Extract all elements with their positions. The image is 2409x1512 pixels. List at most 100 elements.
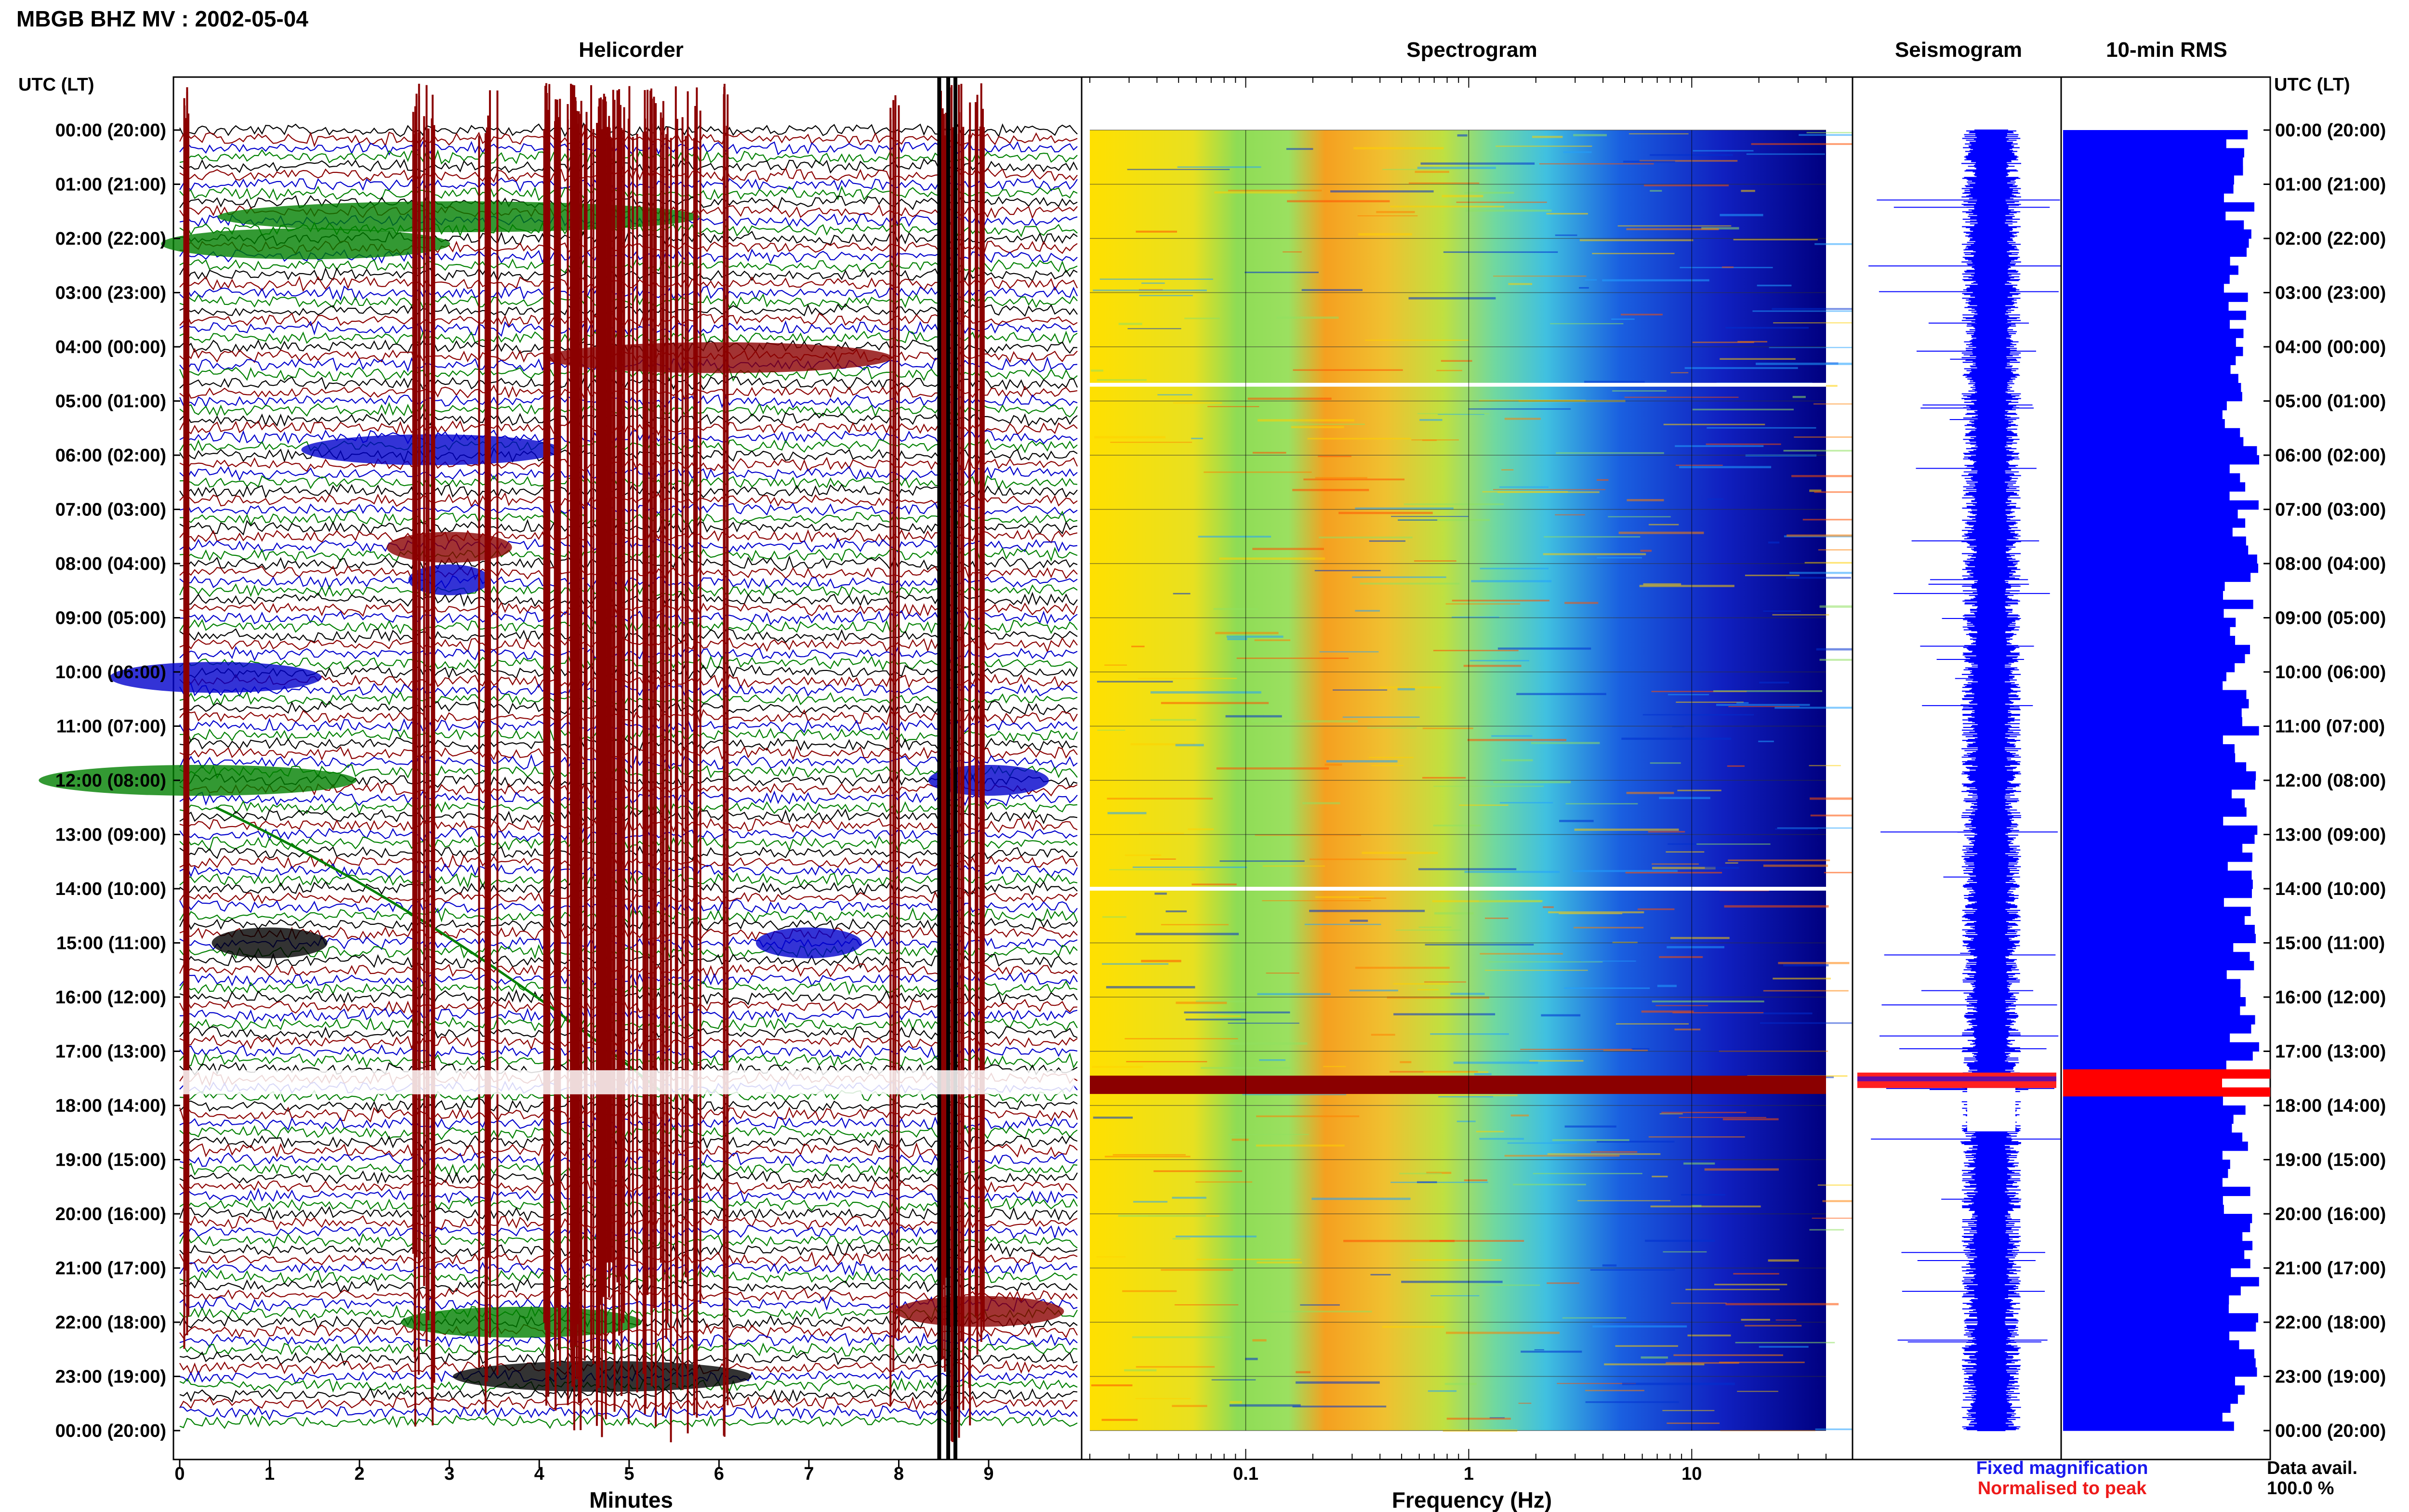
spectrogram-texture (1707, 498, 1723, 500)
helicorder-event (895, 1296, 1064, 1327)
rms-bar (2063, 1268, 2231, 1277)
spectrogram-texture (1544, 536, 1641, 538)
time-tick-label: 05:00 (01:00) (2275, 392, 2386, 412)
spectrogram-texture (1463, 665, 1522, 667)
spectrogram-texture (1621, 737, 1732, 740)
spectrogram-texture (1422, 727, 1473, 729)
time-tick-label: 01:00 (21:00) (55, 175, 166, 195)
spectrogram-texture (1471, 580, 1552, 582)
spectrogram-texture (1806, 131, 1861, 133)
spectrogram-texture (1211, 1379, 1256, 1381)
spectrogram-texture (1157, 394, 1192, 395)
rms-bar (2063, 455, 2259, 465)
rms-bar (2063, 527, 2233, 537)
seismogram-title: Seismogram (1895, 38, 2022, 62)
time-tick-label: 02:00 (22:00) (55, 229, 166, 249)
rms-bar (2063, 1205, 2224, 1214)
rms-bar (2063, 1412, 2223, 1422)
spectrogram-texture (1650, 762, 1681, 764)
spectrogram-texture (1420, 162, 1535, 165)
rms-bar (2063, 1223, 2250, 1233)
rms-bar (2063, 319, 2230, 329)
spectrogram-texture (1433, 786, 1544, 787)
rms-bar (2063, 644, 2250, 655)
spectrogram-texture (1504, 418, 1541, 420)
spectrogram-texture (1252, 1339, 1267, 1341)
spectrogram-texture (1539, 163, 1654, 165)
spectrogram-texture (1768, 1259, 1799, 1262)
spectrogram-texture (1550, 323, 1624, 325)
spectrogram-texture (1562, 1317, 1627, 1319)
rms-bar (2063, 1105, 2246, 1115)
spectrogram-texture (1637, 908, 1675, 910)
rms-bar (2063, 428, 2240, 438)
frequency-tick-label: 0.1 (1233, 1464, 1258, 1484)
spectrogram-texture (1774, 707, 1890, 709)
spectrogram-texture (1436, 369, 1462, 371)
time-tick-label: 23:00 (19:00) (55, 1367, 166, 1387)
spectrogram-texture (1705, 867, 1739, 869)
rms-bar (2063, 608, 2224, 618)
spectrogram-texture (1150, 691, 1261, 694)
spectrogram-texture (1139, 832, 1184, 835)
spectrogram-texture (1641, 1356, 1668, 1359)
rms-bar (2063, 545, 2249, 555)
rms-bar (2063, 130, 2248, 140)
spectrogram-texture (1408, 182, 1480, 184)
spectrogram-texture (1107, 798, 1213, 800)
spectrogram-texture (1291, 426, 1344, 428)
spectrogram-event (1090, 1076, 1826, 1094)
spectrogram-texture (1763, 990, 1849, 992)
spectrogram-texture (1257, 419, 1354, 422)
rms-bar (2063, 1024, 2251, 1034)
spectrogram-texture (1453, 1061, 1538, 1064)
spectrogram-texture (1196, 1000, 1247, 1003)
spectrogram-texture (1474, 1073, 1492, 1076)
spectrogram-texture (1552, 1139, 1629, 1141)
time-tick-label: 12:00 (08:00) (55, 771, 166, 791)
minutes-axis-label: Minutes (589, 1487, 673, 1512)
rms-bar (2063, 1142, 2248, 1151)
spectrogram-texture (1687, 1334, 1731, 1337)
spectrogram-texture (1679, 466, 1772, 469)
spectrogram-texture (1493, 781, 1571, 784)
spectrogram-texture (1676, 464, 1723, 466)
spectrogram-texture (1443, 251, 1558, 253)
time-tick-label: 15:00 (11:00) (56, 933, 166, 954)
spectrogram-texture (1333, 689, 1388, 691)
spectrogram-texture (1184, 1011, 1290, 1013)
spectrogram-texture (1484, 918, 1509, 919)
spectrogram-texture (1136, 230, 1177, 233)
spectrogram-texture (1173, 592, 1191, 594)
rms-bar (2063, 834, 2255, 844)
spectrogram-texture (1720, 214, 1763, 216)
spectrogram-texture (1534, 1349, 1544, 1351)
spectrogram-texture (1198, 536, 1271, 538)
spectrogram-texture (1092, 1066, 1143, 1068)
spectrogram-texture (1326, 760, 1398, 763)
spectrogram-texture (1746, 153, 1825, 155)
spectrogram-texture (1659, 797, 1710, 799)
spectrogram-texture (1196, 1259, 1301, 1261)
spectrogram-texture (1464, 870, 1560, 873)
spectrogram-texture (1430, 1033, 1509, 1035)
spectrogram-texture (1459, 804, 1509, 806)
rms-bar (2063, 1087, 2270, 1097)
spectrogram-texture (1355, 610, 1380, 612)
spectrogram-texture (1438, 1094, 1518, 1096)
time-tick-label: 17:00 (13:00) (2275, 1042, 2386, 1062)
rms-bar (2063, 374, 2238, 383)
spectrogram-texture (1531, 742, 1600, 744)
time-tick-label: 03:00 (23:00) (2275, 283, 2386, 303)
helicorder-event (212, 927, 328, 959)
spectrogram-texture (1390, 1182, 1488, 1183)
spectrogram-texture (1418, 868, 1517, 870)
rms-bar (2063, 1358, 2256, 1368)
frequency-tick-label: 1 (1464, 1464, 1474, 1484)
spectrogram-texture (1622, 1382, 1735, 1385)
spectrogram-texture (1242, 1094, 1347, 1095)
time-tick-label: 04:00 (00:00) (2275, 337, 2386, 357)
rms-bar (2063, 302, 2229, 311)
spectrogram-gap (1090, 887, 1826, 891)
spectrogram-texture (1809, 765, 1841, 766)
